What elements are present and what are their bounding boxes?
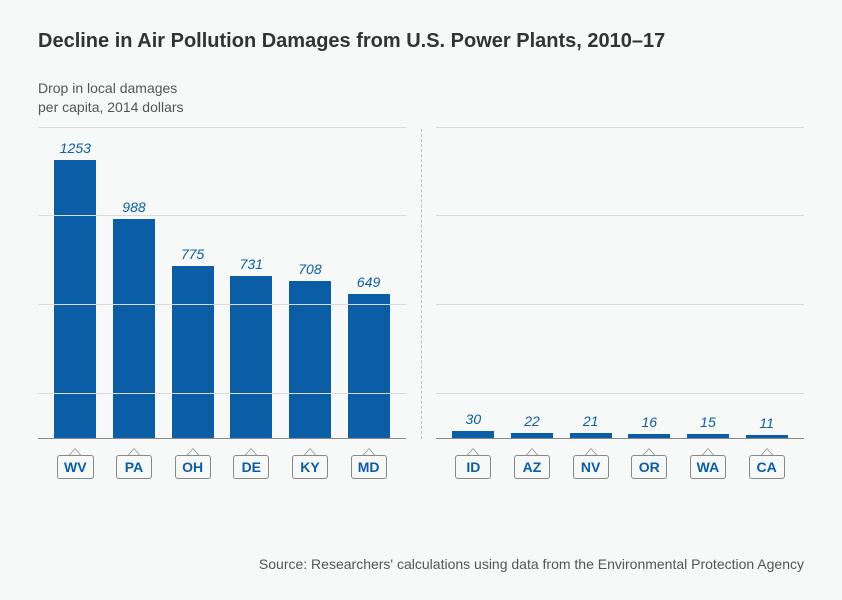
label-arrow-icon (467, 448, 479, 455)
bar-group: 22 (505, 413, 559, 438)
bar-value: 11 (759, 415, 774, 431)
category-label-group: KY (283, 449, 337, 479)
gridline (38, 304, 406, 305)
label-arrow-icon (702, 448, 714, 455)
bar (452, 431, 494, 438)
bar-group: 15 (681, 414, 735, 437)
category-label: WA (690, 455, 727, 479)
bar-value: 30 (466, 411, 482, 427)
bar (570, 433, 612, 438)
category-label: CA (749, 455, 785, 479)
label-arrow-icon (585, 448, 597, 455)
category-label-group: NV (564, 449, 618, 479)
category-label-group: WV (48, 449, 102, 479)
chart-title: Decline in Air Pollution Damages from U.… (38, 30, 804, 53)
category-label: OR (631, 455, 667, 479)
bar (54, 160, 96, 437)
category-label-group: WA (681, 449, 735, 479)
category-label: MD (351, 455, 387, 479)
bar (746, 435, 788, 437)
chart-area: 1253 988 775 731 708 649 WV PA OH DE KY MD 30 22 21 1… (38, 129, 804, 479)
right-bars: 30 22 21 16 15 11 (436, 129, 804, 438)
bar-group: 649 (342, 274, 396, 438)
bar-group: 16 (622, 414, 676, 438)
right-plot: 30 22 21 16 15 11 (436, 129, 804, 439)
bar (511, 433, 553, 438)
category-label: ID (455, 455, 491, 479)
category-label-group: OR (622, 449, 676, 479)
label-arrow-icon (526, 448, 538, 455)
bar-value: 649 (357, 274, 380, 290)
left-labels: WV PA OH DE KY MD (38, 449, 406, 479)
label-arrow-icon (128, 448, 140, 455)
bar-value: 1253 (60, 140, 91, 156)
chart-container: Decline in Air Pollution Damages from U.… (0, 0, 842, 600)
bar-group: 21 (564, 413, 618, 438)
left-plot: 1253 988 775 731 708 649 (38, 129, 406, 439)
bar (628, 434, 670, 438)
bar-value: 708 (298, 261, 321, 277)
chart-subtitle: Drop in local damages per capita, 2014 d… (38, 79, 804, 117)
label-arrow-icon (304, 448, 316, 455)
bar (230, 276, 272, 438)
bar (113, 219, 155, 438)
gridline (436, 215, 804, 216)
gridline (436, 127, 804, 128)
bar (348, 294, 390, 438)
label-arrow-icon (643, 448, 655, 455)
panel-divider (406, 129, 436, 479)
category-label: WV (57, 455, 94, 479)
bar-group: 11 (740, 415, 794, 437)
category-label-group: ID (446, 449, 500, 479)
bar-group: 731 (224, 256, 278, 438)
gridline (436, 304, 804, 305)
label-arrow-icon (363, 448, 375, 455)
source-text: Source: Researchers' calculations using … (259, 556, 804, 572)
category-label: DE (233, 455, 269, 479)
gridline (38, 215, 406, 216)
category-label-group: CA (740, 449, 794, 479)
bar-value: 775 (181, 246, 204, 262)
bar-value: 21 (583, 413, 599, 429)
right-labels: ID AZ NV OR WA CA (436, 449, 804, 479)
category-label-group: PA (107, 449, 161, 479)
bar (172, 266, 214, 438)
right-panel: 30 22 21 16 15 11 ID AZ NV OR WA CA (436, 129, 804, 479)
category-label: AZ (514, 455, 550, 479)
category-label-group: AZ (505, 449, 559, 479)
gridline (38, 393, 406, 394)
category-label: KY (292, 455, 328, 479)
bar-value: 22 (524, 413, 540, 429)
subtitle-line-2: per capita, 2014 dollars (38, 98, 804, 117)
gridline (38, 127, 406, 128)
category-label: PA (116, 455, 152, 479)
label-arrow-icon (761, 448, 773, 455)
bar (687, 434, 729, 437)
category-label: NV (573, 455, 609, 479)
bar-group: 30 (446, 411, 500, 438)
gridline (436, 393, 804, 394)
bar-group: 775 (166, 246, 220, 438)
left-panel: 1253 988 775 731 708 649 WV PA OH DE KY MD (38, 129, 406, 479)
left-bars: 1253 988 775 731 708 649 (38, 129, 406, 438)
category-label-group: OH (166, 449, 220, 479)
divider-line (421, 129, 422, 439)
label-arrow-icon (245, 448, 257, 455)
subtitle-line-1: Drop in local damages (38, 79, 804, 98)
category-label-group: MD (342, 449, 396, 479)
category-label: OH (175, 455, 211, 479)
bar-value: 988 (122, 199, 145, 215)
bar-value: 731 (240, 256, 263, 272)
label-arrow-icon (187, 448, 199, 455)
bar-group: 988 (107, 199, 161, 438)
bar-value: 15 (700, 414, 716, 430)
label-arrow-icon (69, 448, 81, 455)
bar-value: 16 (642, 414, 658, 430)
bar-group: 708 (283, 261, 337, 438)
category-label-group: DE (224, 449, 278, 479)
